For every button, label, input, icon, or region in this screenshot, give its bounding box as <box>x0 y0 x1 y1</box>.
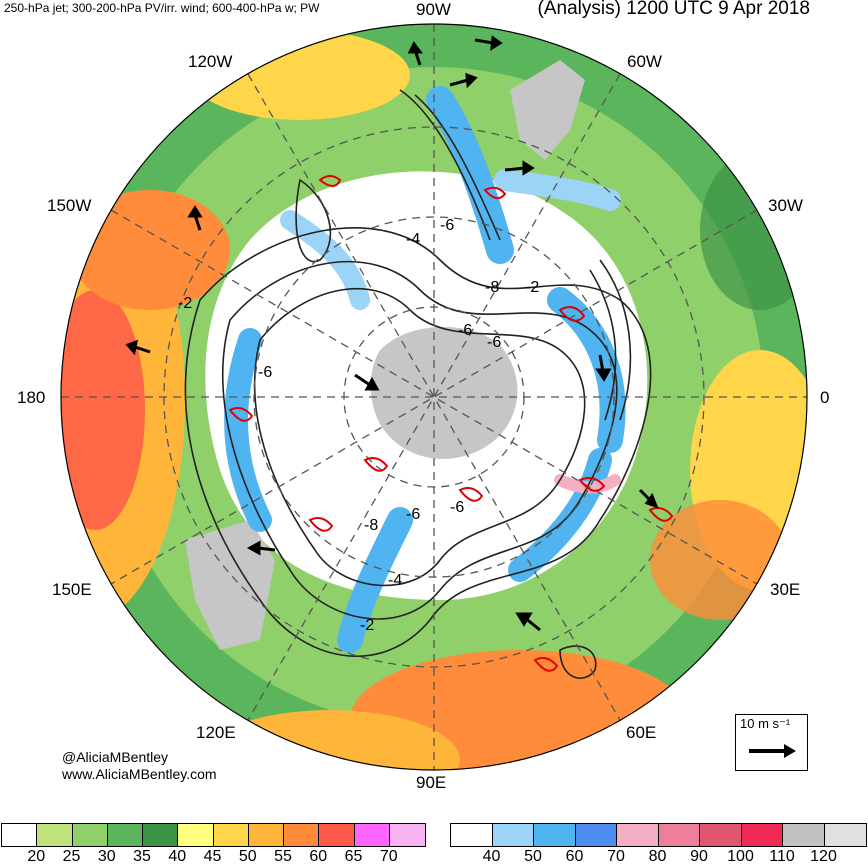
colorbar-swatch <box>389 824 425 846</box>
colorbar-swatch <box>284 824 320 846</box>
map-title: (Analysis) 1200 UTC 9 Apr 2018 <box>537 0 810 19</box>
colorbar-precipitable-water <box>1 823 426 847</box>
colorbar-tick-label: 60 <box>309 848 328 865</box>
jet-streak-1 <box>426 86 514 264</box>
credit-handle: @AliciaMBentley <box>62 749 169 765</box>
colorbar-swatch <box>2 824 38 846</box>
lon-label-30w: 30W <box>768 196 803 215</box>
contour-label-group: -2 -4 -6 -6 -8 -2 -6 -6 -6 -8 -4 -2 -6 <box>178 217 539 634</box>
lon-label-150e: 150E <box>52 580 92 599</box>
scale-vector-label: 10 m s⁻¹ <box>740 716 791 731</box>
jet-streak-3 <box>547 287 626 453</box>
colorbar-swatch <box>534 824 576 846</box>
contour-label: -6 <box>440 217 454 234</box>
colorbar-swatch <box>824 824 866 846</box>
colorbar-tick-label: 65 <box>344 848 363 865</box>
contour-label: -8 <box>485 279 499 296</box>
colorbar-tick-label: 25 <box>62 848 81 865</box>
colorbar-tick-label: 90 <box>690 848 708 865</box>
credit-website[interactable]: www.AliciaMBentley.com <box>62 766 217 782</box>
colorbar-tick-label: 70 <box>607 848 625 865</box>
colorbar-swatch <box>72 824 108 846</box>
lon-label-60w: 60W <box>627 52 662 71</box>
colorbar-tick-label: 40 <box>482 848 501 865</box>
scale-arrow-icon <box>749 744 796 758</box>
lon-label-120w: 120W <box>188 52 233 71</box>
map-subtitle: 250-hPa jet; 300-200-hPa PV/irr. wind; 6… <box>4 1 320 15</box>
colorbar-swatch <box>700 824 742 846</box>
colorbar-tick-label: 80 <box>648 848 667 865</box>
lon-label-90w: 90W <box>416 0 451 19</box>
colorbar-tick-label: 70 <box>379 848 398 865</box>
contour-label: -8 <box>364 517 378 534</box>
contour-label: -6 <box>258 364 272 381</box>
moisture-pacific-core <box>61 290 145 530</box>
colorbar-swatch <box>248 824 284 846</box>
map-outline <box>60 23 808 771</box>
colorbar-tick-label: 50 <box>238 848 257 865</box>
colorbar-tick-label: 35 <box>133 848 151 865</box>
colorbar-swatch <box>575 824 617 846</box>
colorbar-tick-label: 20 <box>27 848 46 865</box>
colorbar-swatch <box>451 824 493 846</box>
moisture-pacific-west <box>70 190 230 310</box>
meridians <box>61 24 807 770</box>
lon-label-120e: 120E <box>196 723 236 742</box>
lon-label-30e: 30E <box>770 580 801 599</box>
colorbar-tick-label: 55 <box>274 848 292 865</box>
ascent-contours <box>228 175 674 672</box>
contour-label: -4 <box>406 231 420 248</box>
jet-streak-4 <box>508 448 612 582</box>
colorbar-swatch <box>143 824 179 846</box>
colorbar-swatch <box>213 824 249 846</box>
polar-map: -2 -4 -6 -6 -8 -2 -6 -6 -6 -8 -4 -2 -6 <box>60 23 808 771</box>
lon-label-180: 180 <box>17 388 46 407</box>
colorbar-tick-label: 45 <box>203 848 222 865</box>
colorbar-tick-label: 60 <box>565 848 584 865</box>
lon-label-150w: 150W <box>47 196 92 215</box>
moisture-west-atlantic <box>700 150 807 310</box>
colorbar-tick-label: 120 <box>810 848 837 865</box>
jet-streak-2 <box>494 169 621 211</box>
contour-label: -4 <box>388 572 402 589</box>
land-arctic <box>370 326 518 459</box>
colorbar-swatch <box>617 824 659 846</box>
land-antarctica-fragment <box>185 520 275 650</box>
contour-label: -2 <box>360 617 374 634</box>
lon-label-60e: 60E <box>626 723 657 742</box>
colorbar-swatch <box>741 824 783 846</box>
colorbar-swatch <box>783 824 825 846</box>
contour-label: -6 <box>450 499 464 516</box>
colorbar-tick-label: 100 <box>727 848 754 865</box>
colorbar-tick-label: 50 <box>524 848 542 865</box>
lon-label-0: 0 <box>820 388 830 407</box>
colorbar-jet-speed <box>450 823 867 847</box>
contour-label: -2 <box>525 279 539 296</box>
colorbar-tick-label: 40 <box>168 848 187 865</box>
contour-label: -6 <box>458 322 472 339</box>
wind-vectors <box>125 35 659 632</box>
colorbar-swatch <box>37 824 73 846</box>
scale-vector-box: 10 m s⁻¹ <box>735 714 808 771</box>
colorbar-swatch <box>178 824 214 846</box>
colorbar-swatch <box>354 824 390 846</box>
jet-streak-5 <box>337 507 413 653</box>
land-greenland <box>510 60 585 160</box>
contour-label: -6 <box>487 334 501 351</box>
colorbar-swatch <box>107 824 143 846</box>
moisture-east-pacific <box>190 30 410 120</box>
colorbar-swatch <box>319 824 355 846</box>
colorbar-tick-label: 30 <box>97 848 116 865</box>
lon-label-90e: 90E <box>416 773 447 792</box>
contour-label: -2 <box>178 295 192 312</box>
colorbar-tick-label: 110 <box>769 848 795 865</box>
colorbar-swatch <box>492 824 534 846</box>
colorbar-swatch <box>658 824 700 846</box>
contour-label: -6 <box>406 506 420 523</box>
